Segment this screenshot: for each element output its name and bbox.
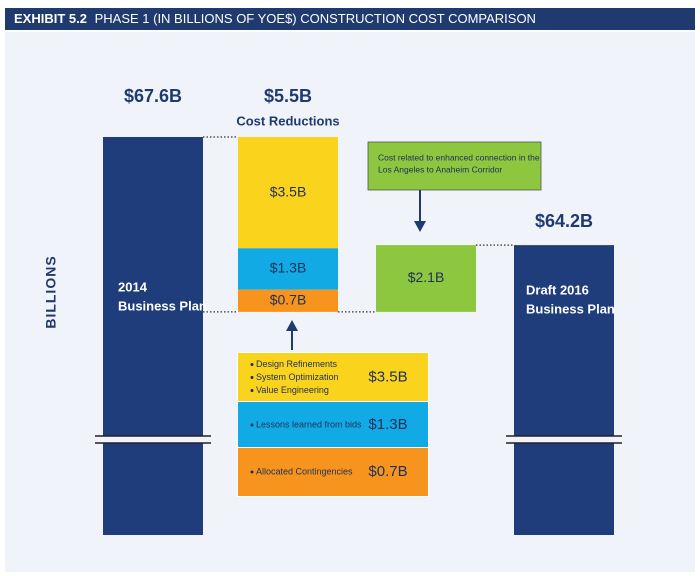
bar [376, 245, 476, 312]
note-box [367, 141, 542, 191]
bar-segment [238, 137, 338, 249]
value-label: $5.5B [264, 86, 312, 106]
chart-title-line: EXHIBIT 5.2 PHASE 1 (IN BILLIONS OF YOE$… [14, 11, 536, 26]
y-axis-label: BILLIONS [43, 255, 59, 328]
callout-value: $3.5B [368, 368, 407, 385]
callout-band [238, 448, 428, 496]
segment-label: $1.3B [270, 260, 307, 276]
arrow-head [286, 320, 298, 331]
bullet [250, 470, 254, 474]
segment-label: $0.7B [270, 291, 307, 307]
bar-name: 2014 [118, 279, 148, 294]
callout-value: $0.7B [368, 463, 407, 480]
bullet [250, 423, 254, 427]
callout-item: Design Refinements [256, 359, 338, 369]
callout-band [238, 402, 428, 447]
callout-item: Allocated Contingencies [256, 466, 353, 476]
axis-break-gap [95, 436, 211, 443]
bar [103, 137, 203, 535]
bar-name: Business Plan [118, 298, 207, 313]
bullet [250, 389, 254, 392]
group-name: Cost Reductions [236, 113, 339, 128]
value-label: $2.1B [408, 269, 445, 285]
axis-break-gap [506, 436, 622, 443]
bar-segment [238, 248, 338, 290]
value-label: $64.2B [535, 211, 593, 231]
bullet [250, 376, 254, 379]
value-label: $67.6B [124, 86, 182, 106]
chart-title: EXHIBIT 5.2 [14, 11, 87, 26]
title-bar [5, 8, 695, 30]
note-text: Los Angeles to Anaheim Corridor [378, 164, 502, 174]
bullet [250, 363, 254, 366]
callout-item: Value Engineering [256, 385, 329, 395]
callout-band [238, 353, 428, 401]
callout-item: System Optimization [256, 372, 339, 382]
chart-subtitle: PHASE 1 (IN BILLIONS OF YOE$) CONSTRUCTI… [95, 11, 536, 26]
bar-segment [238, 289, 338, 312]
bar [514, 245, 614, 535]
note-text: Cost related to enhanced connection in t… [378, 152, 540, 162]
bar-name: Business Plan [526, 301, 615, 316]
segment-label: $3.5B [270, 183, 307, 199]
callout-value: $1.3B [368, 416, 407, 433]
arrow-head [414, 221, 426, 232]
callout-item: Lessons learned from bids [256, 419, 362, 429]
bar-name: Draft 2016 [526, 282, 589, 297]
